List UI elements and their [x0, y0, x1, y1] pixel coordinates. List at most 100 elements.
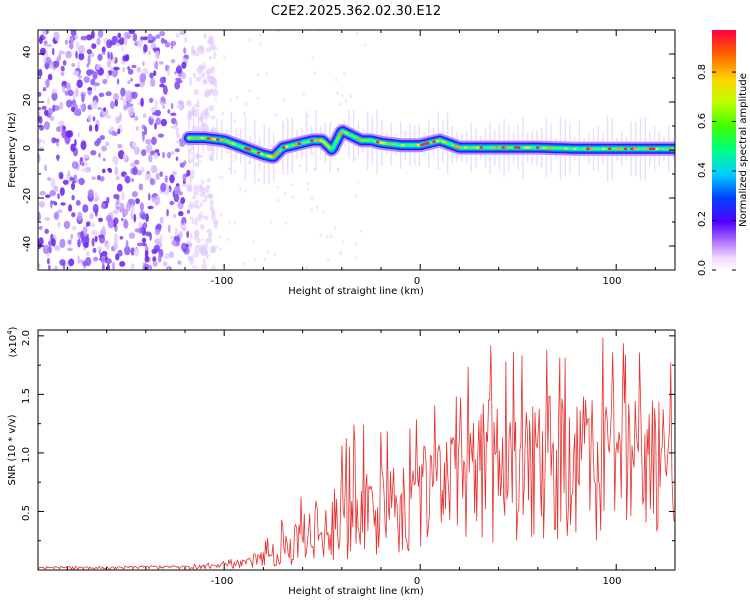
noise-blob: [70, 233, 74, 240]
noise-blob: [307, 113, 310, 118]
noise-blob: [94, 235, 98, 243]
noise-blob: [243, 111, 246, 116]
noise-blob: [233, 119, 237, 123]
noise-blob: [53, 211, 60, 220]
noise-blob: [228, 221, 232, 225]
noise-blob: [50, 177, 56, 188]
noise-blob: [47, 107, 53, 116]
noise-blob: [205, 229, 209, 234]
noise-blob: [219, 213, 223, 217]
noise-blob: [134, 228, 141, 233]
noise-blob: [256, 96, 260, 101]
noise-blob: [153, 244, 160, 252]
noise-blob: [189, 109, 192, 114]
noise-blob: [283, 97, 286, 102]
noise-blob: [120, 96, 124, 101]
noise-blob: [160, 182, 167, 192]
noise-blob: [189, 76, 192, 87]
noise-blob: [123, 31, 131, 37]
noise-blob: [236, 95, 239, 100]
noise-blob: [175, 156, 179, 161]
noise-blob: [38, 225, 43, 230]
noise-blob: [199, 215, 206, 219]
noise-blob: [141, 237, 147, 244]
noise-blob: [65, 83, 70, 90]
noise-blob: [72, 70, 80, 77]
noise-blob: [158, 61, 164, 65]
noise-blob: [213, 55, 216, 60]
noise-blob: [42, 87, 47, 92]
noise-blob: [70, 36, 74, 46]
noise-blob: [67, 89, 74, 97]
noise-blob: [181, 72, 187, 80]
noise-blob: [76, 40, 80, 51]
chart-title: C2E2.2025.362.02.30.E12: [271, 4, 441, 19]
noise-blob: [204, 117, 208, 121]
noise-blob: [154, 122, 157, 130]
noise-blob: [41, 105, 47, 110]
noise-blob: [170, 43, 174, 50]
noise-blob: [46, 258, 50, 265]
noise-blob: [364, 43, 367, 47]
noise-blob: [178, 211, 184, 217]
noise-blob: [133, 213, 137, 223]
noise-blob: [77, 211, 83, 221]
noise-blob: [47, 265, 51, 270]
noise-blob: [127, 66, 131, 70]
noise-blob: [157, 254, 162, 263]
noise-blob: [45, 78, 50, 88]
noise-blob: [181, 61, 187, 69]
noise-blob: [201, 237, 204, 242]
y-axis-label: Frequency (Hz): [7, 112, 18, 188]
noise-blob: [276, 185, 279, 190]
noise-blob: [81, 162, 85, 166]
noise-blob: [221, 175, 224, 179]
noise-blob: [131, 91, 138, 100]
noise-blob: [199, 223, 205, 230]
noise-blob: [62, 179, 69, 185]
noise-blob: [181, 182, 187, 188]
noise-blob: [213, 221, 218, 229]
noise-blob: [73, 110, 81, 116]
noise-blob: [205, 251, 209, 259]
noise-blob: [135, 125, 139, 131]
noise-blob: [202, 72, 206, 78]
noise-blob: [169, 200, 175, 206]
y-tick-label: 0: [22, 145, 33, 151]
noise-blob: [163, 85, 168, 95]
noise-blob: [256, 72, 260, 77]
noise-blob: [116, 183, 123, 192]
noise-blob: [38, 154, 41, 164]
noise-blob: [114, 99, 119, 107]
noise-blob: [87, 114, 92, 123]
noise-blob: [162, 151, 166, 159]
colorbar-label: Normalized spectral amplitude: [738, 73, 749, 227]
noise-blob: [117, 249, 123, 257]
noise-blob: [284, 221, 288, 225]
noise-blob: [132, 166, 138, 176]
noise-blob: [106, 263, 110, 270]
noise-blob: [94, 140, 100, 147]
noise-blob: [53, 185, 59, 193]
noise-blob: [43, 30, 47, 38]
noise-blob: [191, 49, 197, 56]
noise-blob: [154, 201, 159, 206]
noise-blob: [94, 197, 98, 203]
noise-blob: [56, 154, 60, 162]
noise-blob: [155, 49, 160, 60]
colorbar-ticks: [712, 71, 736, 271]
noise-blob: [199, 202, 203, 208]
noise-blob: [131, 178, 135, 182]
noise-blob: [357, 180, 360, 184]
noise-blob: [77, 75, 82, 79]
noise-blob: [155, 34, 161, 39]
noise-blob: [200, 211, 203, 215]
noise-blob: [176, 104, 181, 109]
noise-blob: [38, 111, 41, 117]
noise-blob: [179, 230, 183, 238]
noise-blob: [339, 102, 342, 106]
noise-blob: [97, 106, 102, 111]
noise-blob: [339, 251, 343, 255]
noise-blob: [189, 216, 192, 220]
noise-blob: [145, 231, 151, 237]
